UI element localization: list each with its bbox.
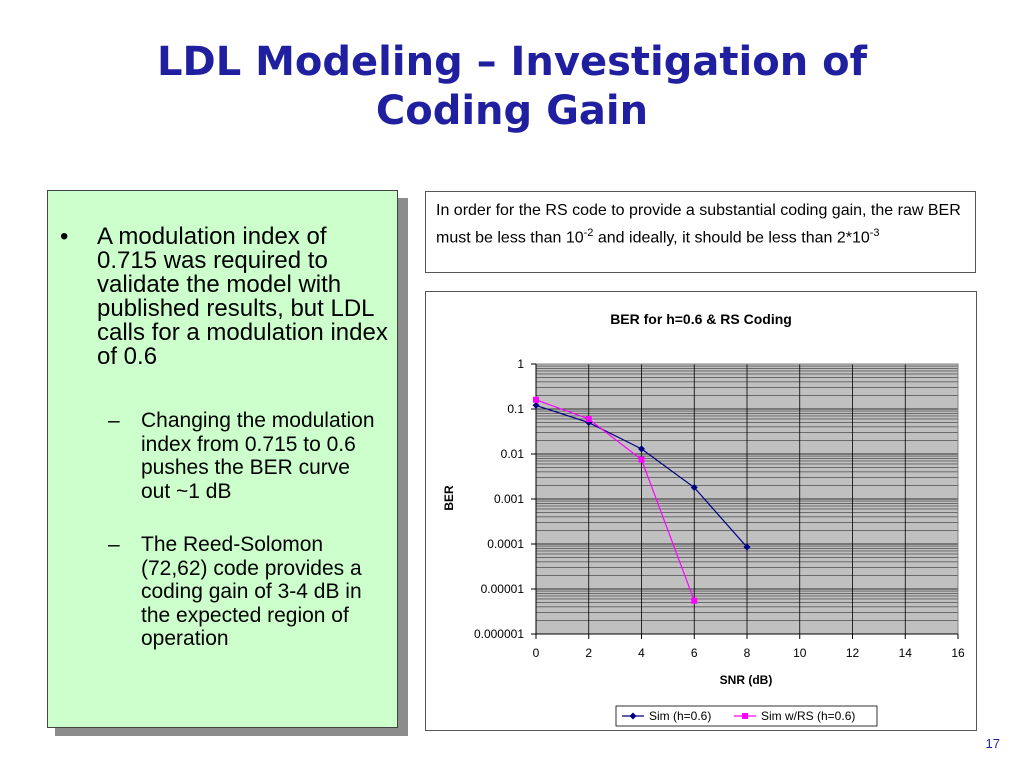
sub-bullet-2-text: The Reed-Solomon (72,62) code provides a… [141,533,362,650]
bullet-marker: • [60,223,69,250]
data-point [743,543,751,551]
ber-chart: BER for h=0.6 & RS Coding 1 0.1 0.01 0.001 0… [442,311,965,727]
x-tick-label: 6 [691,646,698,660]
y-tick-label: 0.00001 [481,582,525,596]
series-2 [533,396,698,604]
x-tick-label: 16 [951,646,965,660]
y-tick-label: 0.1 [507,402,524,416]
data-point [533,396,539,403]
legend-marker [742,713,748,719]
note-text-1: In order for the RS code to provide a su… [436,202,961,247]
note-sup-1: -2 [583,227,594,239]
y-axis-label: BER [442,485,456,511]
y-tick-label: 0.000001 [474,627,524,641]
data-point [532,401,540,409]
y-tick-label: 1 [517,357,524,371]
data-point [691,597,698,604]
main-bullet-text: A modulation index of 0.715 was required… [97,223,388,370]
x-tick-label: 12 [846,646,860,660]
note-text-2: and ideally, it should be less than 2*10 [593,229,870,247]
slide-title-line-2: Coding Gain [375,88,649,134]
x-tick-label: 8 [744,646,751,660]
y-tick-label: 0.0001 [487,537,524,551]
x-tick-label: 14 [899,646,913,660]
sub-bullet-marker: – [108,409,120,432]
chart-title: BER for h=0.6 & RS Coding [610,311,792,327]
data-point [585,415,592,422]
data-point [690,484,698,492]
x-tick-label: 4 [638,646,645,660]
legend-label-2: Sim w/RS (h=0.6) [761,709,855,723]
data-point [638,445,645,453]
page-number: 17 [985,736,1000,751]
slide-title: LDL Modeling – Investigation of Coding G… [0,38,1024,136]
note-box: In order for the RS code to provide a su… [425,191,976,273]
slide-title-line-1: LDL Modeling – Investigation of [157,39,867,85]
note-sup-2: -3 [869,227,880,239]
x-axis-label: SNR (dB) [720,673,773,687]
sub-bullet-marker: – [108,533,120,556]
y-tick-label: 0.001 [494,492,524,506]
y-tick-label: 0.01 [501,447,525,461]
chart-box: BER for h=0.6 & RS Coding 1 0.1 0.01 0.001 0… [425,291,977,731]
bullet-box: • A modulation index of 0.715 was requir… [47,190,398,728]
legend-marker [629,712,637,720]
sub-bullet-1-text: Changing the modulation index from 0.715… [141,409,375,503]
x-tick-label: 10 [793,646,807,660]
x-tick-label: 0 [533,646,540,660]
x-tick-label: 2 [585,646,592,660]
legend: Sim (h=0.6) Sim w/RS (h=0.6) [615,705,878,727]
data-point [638,456,645,463]
series-line [535,399,695,601]
legend-label-1: Sim (h=0.6) [649,709,711,723]
